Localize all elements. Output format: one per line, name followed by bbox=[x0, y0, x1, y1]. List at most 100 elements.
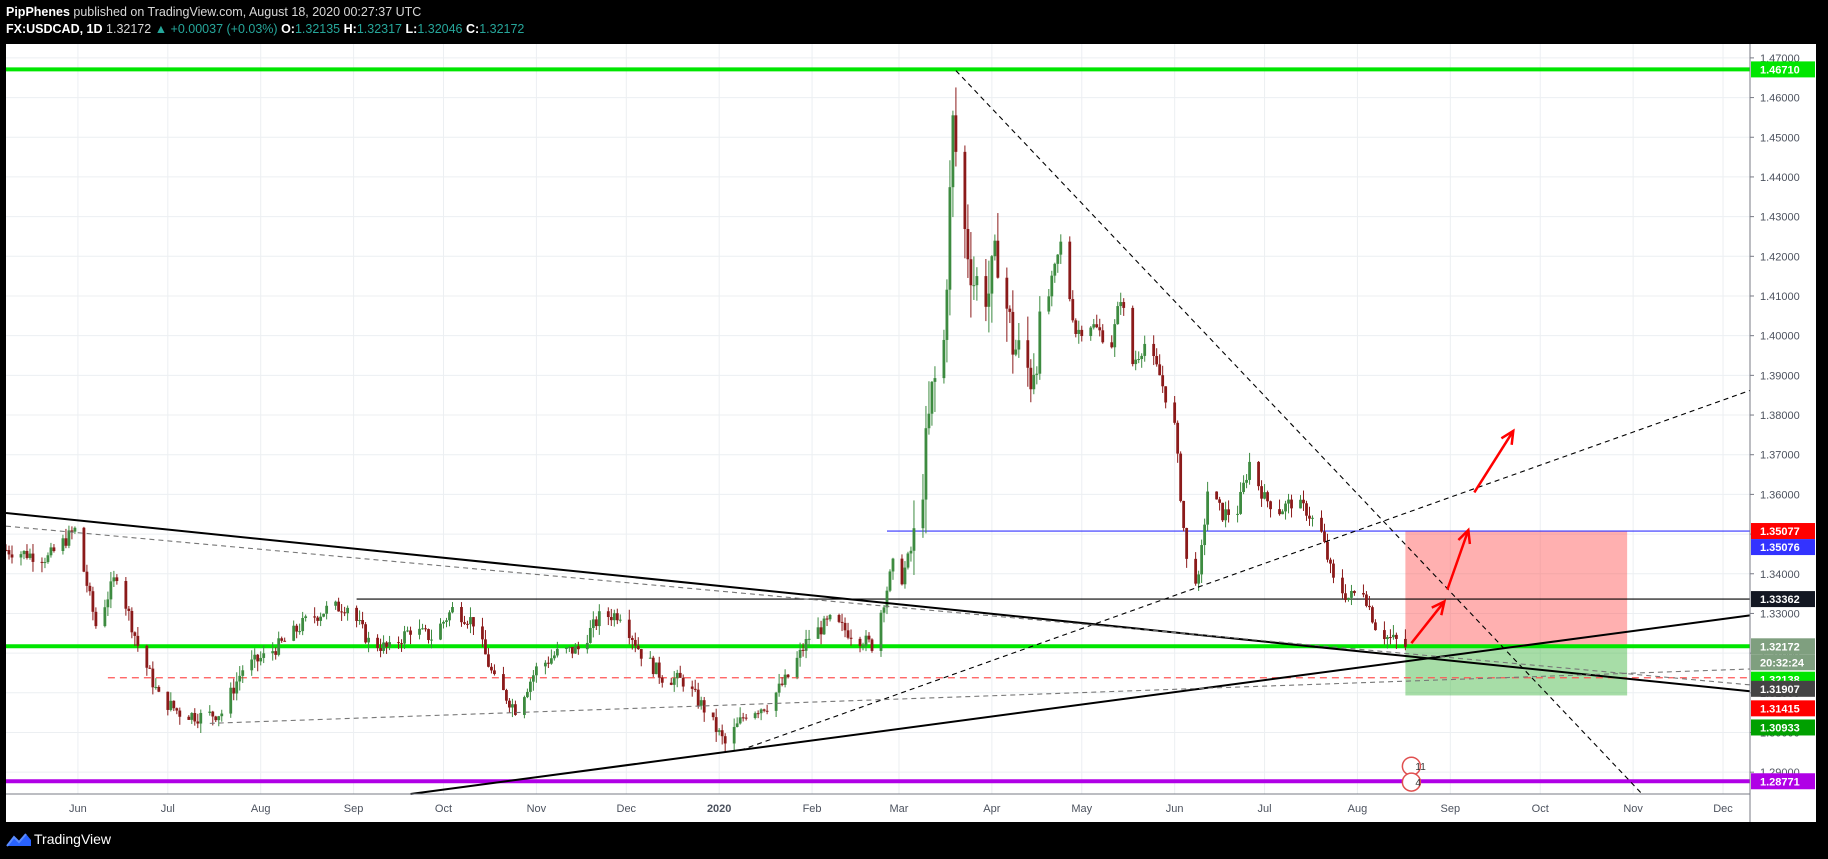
candle-body bbox=[888, 571, 892, 591]
event-marker-icon bbox=[1401, 772, 1422, 792]
candle-body bbox=[73, 527, 77, 532]
candle-body bbox=[157, 686, 161, 692]
price-tag-box bbox=[1751, 654, 1815, 671]
candle-body bbox=[942, 339, 946, 379]
tradingview-brand[interactable]: TradingView bbox=[34, 831, 112, 847]
candle-body bbox=[738, 717, 742, 724]
forecast-arrow-shaft bbox=[1446, 529, 1470, 591]
candle-body bbox=[1116, 306, 1120, 325]
candle-body bbox=[175, 708, 179, 711]
candle-body bbox=[990, 256, 994, 294]
candle-body bbox=[19, 554, 23, 558]
candle-body bbox=[232, 687, 236, 694]
candle-body bbox=[567, 646, 571, 648]
candle-body bbox=[867, 635, 871, 640]
symbol-label[interactable]: FX:USDCAD, 1D bbox=[6, 22, 103, 36]
candle-body bbox=[358, 620, 361, 622]
candle-body bbox=[966, 229, 970, 260]
candle-body bbox=[253, 654, 257, 660]
candle-body bbox=[900, 558, 904, 585]
candle-body bbox=[1050, 275, 1054, 297]
candle-body bbox=[43, 562, 47, 564]
candle-body bbox=[406, 630, 409, 632]
price-tick-label: 1.38000 bbox=[1760, 410, 1800, 422]
candle-body bbox=[1068, 241, 1072, 300]
candle-body bbox=[1227, 509, 1230, 515]
candle-body bbox=[744, 717, 748, 719]
candle-body bbox=[993, 240, 997, 257]
price-chart[interactable]: 114 1.290001.300001.310001.320001.330001… bbox=[6, 44, 1816, 822]
candle-body bbox=[1098, 327, 1102, 331]
candle-body bbox=[151, 668, 155, 688]
candle-body bbox=[451, 607, 454, 613]
candle-body bbox=[864, 635, 868, 646]
candle-body bbox=[1026, 340, 1030, 368]
time-tick-label: May bbox=[1071, 803, 1092, 815]
candle-body bbox=[187, 716, 191, 720]
price-tag-label: 1.35077 bbox=[1760, 526, 1800, 538]
candle-body bbox=[555, 648, 559, 656]
candle-body bbox=[636, 645, 640, 650]
price-tick-label: 1.41000 bbox=[1760, 291, 1800, 303]
candle-body bbox=[678, 672, 682, 678]
candle-body bbox=[31, 553, 35, 562]
candle-body bbox=[723, 736, 727, 744]
published-text: published on TradingView.com, August 18,… bbox=[69, 5, 422, 19]
candle-body bbox=[927, 413, 931, 429]
candle-body bbox=[672, 678, 676, 685]
candle-body bbox=[355, 607, 358, 621]
candle-body bbox=[259, 657, 263, 662]
candle-body bbox=[148, 667, 152, 669]
candle-body bbox=[1071, 299, 1075, 321]
candle-body bbox=[1035, 373, 1039, 375]
candle-body bbox=[951, 115, 955, 188]
candle-body bbox=[211, 711, 215, 717]
candle-body bbox=[214, 716, 218, 721]
candle-body bbox=[1005, 277, 1009, 309]
candle-body bbox=[657, 662, 661, 678]
candle-body bbox=[861, 645, 865, 647]
candle-body bbox=[1392, 634, 1395, 638]
low-label: L: bbox=[405, 22, 418, 36]
candle-body bbox=[379, 648, 382, 651]
candle-body bbox=[912, 528, 916, 551]
candle-body bbox=[145, 645, 149, 668]
time-tick-label: Dec bbox=[617, 803, 637, 815]
chart-area[interactable]: 114 1.290001.300001.310001.320001.330001… bbox=[6, 44, 1816, 822]
time-tick-label: Nov bbox=[1623, 803, 1643, 815]
candle-body bbox=[1326, 541, 1329, 560]
author-name[interactable]: PipPhenes bbox=[6, 5, 70, 19]
candle-body bbox=[1017, 340, 1021, 350]
candle-body bbox=[759, 709, 763, 714]
candle-body bbox=[648, 657, 652, 659]
candle-body bbox=[1362, 593, 1365, 595]
candle-body bbox=[319, 616, 323, 621]
candle-body bbox=[858, 638, 862, 646]
trend-rising-dashed bbox=[739, 389, 1751, 751]
tradingview-logo-icon[interactable] bbox=[6, 832, 32, 848]
candle-body bbox=[573, 646, 577, 654]
candle-body bbox=[675, 672, 679, 679]
candle-body bbox=[735, 723, 739, 727]
candle-body bbox=[1029, 367, 1033, 390]
candle-body bbox=[10, 554, 14, 558]
candle-body bbox=[1134, 359, 1138, 365]
candle-body bbox=[1038, 311, 1042, 374]
candle-body bbox=[1161, 375, 1165, 387]
candle-body bbox=[241, 670, 245, 676]
candle-body bbox=[25, 550, 29, 558]
candle-body bbox=[954, 115, 958, 152]
candle-body bbox=[1218, 499, 1222, 503]
candle-body bbox=[193, 713, 197, 722]
candle-body bbox=[106, 599, 110, 608]
candle-body bbox=[531, 675, 535, 682]
candle-body bbox=[403, 631, 406, 644]
candle-body bbox=[1353, 590, 1356, 594]
time-tick-label: Feb bbox=[803, 803, 822, 815]
candle-body bbox=[250, 659, 254, 671]
candle-body bbox=[208, 711, 212, 713]
candle-body bbox=[322, 613, 326, 617]
candle-body bbox=[1308, 515, 1311, 519]
price-tag-label: 1.33362 bbox=[1760, 594, 1800, 606]
candle-body bbox=[798, 649, 802, 658]
